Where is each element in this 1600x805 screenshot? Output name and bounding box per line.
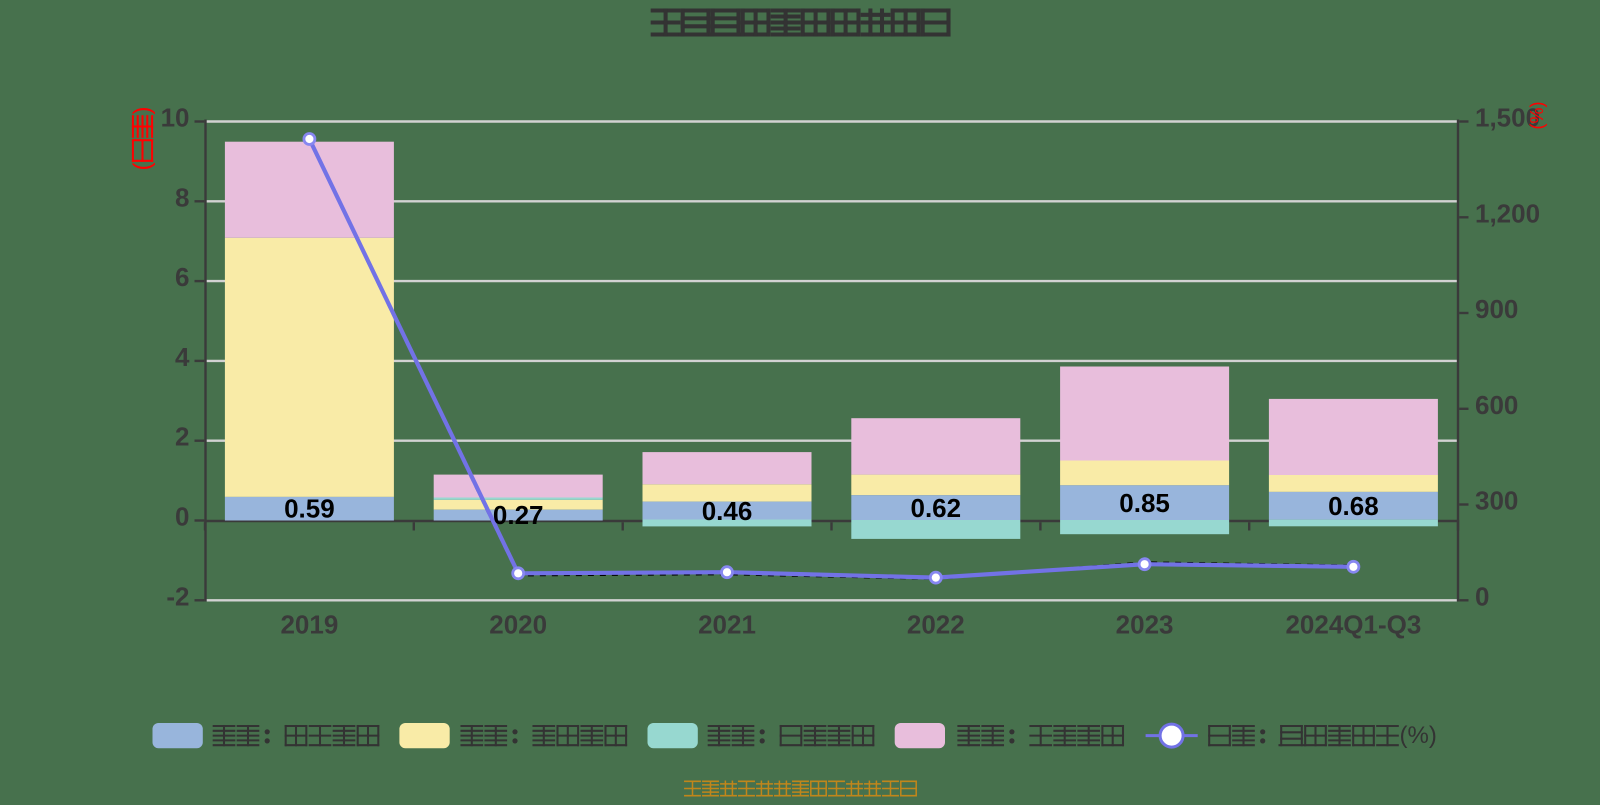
svg-text:): )	[129, 107, 156, 115]
svg-text:0: 0	[175, 502, 189, 532]
svg-text:2022: 2022	[907, 610, 965, 640]
svg-text:(%): (%)	[1400, 722, 1437, 749]
svg-text:(: (	[129, 163, 156, 171]
svg-text:6: 6	[175, 262, 189, 292]
svg-text:2: 2	[175, 422, 189, 452]
svg-text:4: 4	[175, 342, 190, 372]
svg-text:2019: 2019	[280, 610, 338, 640]
svg-text:10: 10	[161, 103, 190, 133]
svg-text:0: 0	[1475, 581, 1489, 611]
svg-text:300: 300	[1475, 486, 1518, 516]
svg-text:0.46: 0.46	[702, 496, 753, 526]
svg-text:8: 8	[175, 182, 189, 212]
svg-text:0.27: 0.27	[493, 500, 544, 530]
svg-text:2021: 2021	[698, 610, 756, 640]
svg-text:2020: 2020	[489, 610, 547, 640]
svg-text:0.68: 0.68	[1328, 491, 1379, 521]
svg-text:(%): (%)	[1527, 102, 1547, 130]
svg-text:900: 900	[1475, 294, 1518, 324]
svg-text:0.85: 0.85	[1119, 488, 1170, 518]
svg-text:-2: -2	[166, 581, 189, 611]
svg-text:0.59: 0.59	[284, 494, 335, 524]
svg-text:600: 600	[1475, 390, 1518, 420]
svg-text:2023: 2023	[1116, 610, 1174, 640]
svg-text:1,200: 1,200	[1475, 198, 1540, 228]
svg-text:1,500: 1,500	[1475, 103, 1540, 133]
svg-text:0.62: 0.62	[910, 493, 961, 523]
svg-text:2024Q1-Q3: 2024Q1-Q3	[1285, 610, 1421, 640]
